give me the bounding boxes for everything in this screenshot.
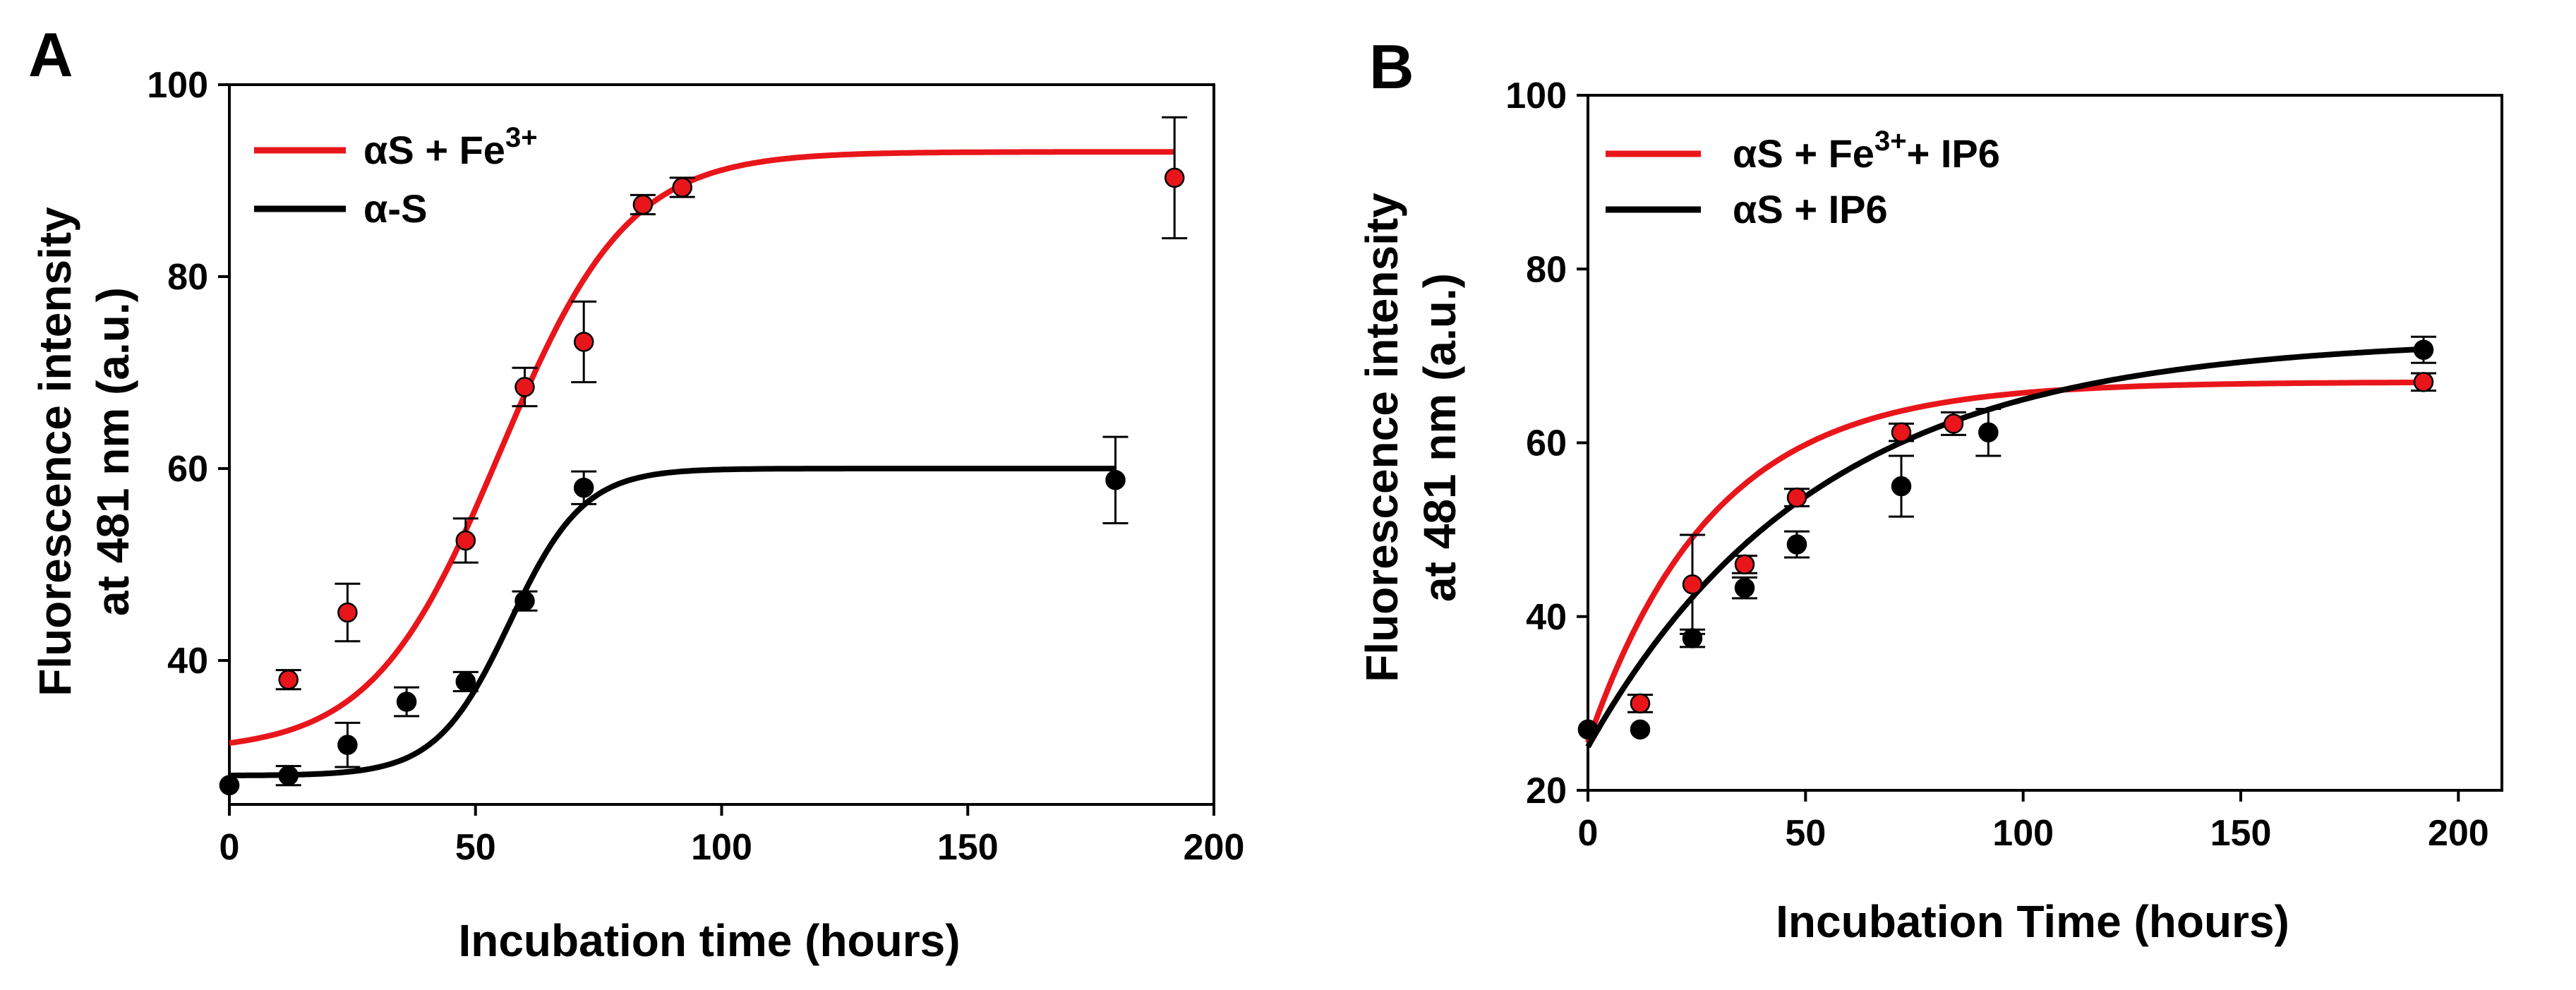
panel-b-letter: B bbox=[1369, 32, 1414, 102]
panel-b-x-tick-label: 200 bbox=[2428, 813, 2489, 854]
panel-b-plot-area: 0 50 100 150 200 20 40 60 80 100 bbox=[1505, 76, 2503, 854]
panel-a-data-point-0-1 bbox=[278, 669, 299, 690]
panel-b-data-point-1-7 bbox=[2413, 339, 2434, 361]
panel-a-data-point-1-3 bbox=[396, 692, 417, 712]
panel-a-y-tick-label: 80 bbox=[167, 257, 208, 298]
panel-a-legend: αS + Fe3+ α-S bbox=[254, 122, 538, 231]
panel-a-data-point-1-1 bbox=[278, 765, 299, 786]
panel-b-data-point-0-1 bbox=[1630, 693, 1651, 714]
panel-a-data-point-0-3 bbox=[455, 530, 476, 551]
panel-b-x-tick-label: 0 bbox=[1578, 813, 1599, 854]
panel-a-x-tick-label: 0 bbox=[219, 827, 240, 868]
panel-a: A 0 50 100 150 200 40 60 80 100 Incubation time … bbox=[28, 20, 1244, 966]
panel-b-data-point-0-5 bbox=[1891, 422, 1912, 442]
panel-a-data-point-1-6 bbox=[573, 477, 594, 498]
panel-a-x-tick-label: 200 bbox=[1184, 827, 1245, 868]
panel-b-data-point-1-2 bbox=[1682, 628, 1703, 648]
panel-b-legend-label-fe-ip6-base: αS + Fe bbox=[1733, 131, 1874, 176]
panel-a-x-tick-label: 50 bbox=[455, 827, 496, 868]
panel-b-fit-curve-0 bbox=[1585, 379, 2424, 744]
panel-a-legend-label-fe-sup: 3+ bbox=[505, 122, 538, 153]
panel-a-legend-label-fe: αS + Fe3+ bbox=[363, 122, 538, 172]
panel-a-data-point-0-8 bbox=[1164, 167, 1185, 188]
panel-b-y-tick-label: 80 bbox=[1526, 249, 1567, 290]
panel-b-data-point-0-3 bbox=[1734, 554, 1755, 575]
panel-a-letter: A bbox=[28, 20, 73, 90]
panel-a-data-point-0-6 bbox=[632, 194, 654, 215]
panel-a-fit-curve-0 bbox=[229, 149, 1175, 746]
panel-b: B 0 50 100 150 200 20 40 60 80 100 Incubation Tim… bbox=[1356, 32, 2503, 947]
panel-b-data-point-0-6 bbox=[1943, 413, 1964, 434]
panel-b-legend-label-fe-ip6-suffix: + IP6 bbox=[1907, 131, 2000, 176]
panel-a-data-point-0-7 bbox=[672, 177, 692, 198]
panel-b-y-tick-label: 100 bbox=[1505, 76, 1567, 116]
panel-b-data-point-1-5 bbox=[1891, 476, 1912, 497]
panel-a-data-point-1-4 bbox=[455, 671, 476, 692]
panel-b-data-point-1-3 bbox=[1734, 577, 1755, 598]
panel-a-legend-label-as: α-S bbox=[363, 186, 427, 231]
panel-a-y-axis-title-line2: at 481 nm (a.u.) bbox=[88, 287, 138, 616]
panel-b-y-tick-label: 40 bbox=[1526, 597, 1567, 638]
panel-b-data-point-1-6 bbox=[1978, 422, 1999, 442]
panel-a-y-tick-label: 40 bbox=[167, 641, 208, 682]
panel-b-legend-label-fe-ip6-sup: 3+ bbox=[1874, 126, 1907, 157]
panel-a-x-axis-title: Incubation time (hours) bbox=[458, 915, 960, 966]
panel-b-legend: αS + Fe3++ IP6 αS + IP6 bbox=[1606, 126, 2000, 231]
panel-b-y-tick-label: 20 bbox=[1526, 771, 1567, 811]
panel-a-y-tick-label: 60 bbox=[167, 449, 208, 490]
panel-b-y-axis-title-line1: Fluorescence intensity bbox=[1356, 193, 1407, 682]
panel-a-data-point-0-4 bbox=[514, 377, 535, 397]
panel-b-x-tick-label: 150 bbox=[2210, 813, 2272, 854]
panel-a-legend-label-fe-base: αS + Fe bbox=[363, 128, 505, 172]
panel-b-data-point-0-4 bbox=[1786, 487, 1807, 508]
panel-a-plot-area: 0 50 100 150 200 40 60 80 100 bbox=[147, 65, 1244, 868]
panel-b-x-tick-label: 50 bbox=[1785, 813, 1826, 854]
panel-a-data-point-1-5 bbox=[514, 591, 535, 611]
panel-a-x-tick-label: 150 bbox=[937, 827, 999, 868]
panel-a-data-point-1-2 bbox=[337, 735, 358, 755]
panel-b-data-point-0-7 bbox=[2413, 372, 2434, 392]
panel-a-data-point-0-2 bbox=[337, 602, 358, 623]
panel-a-data-point-1-0 bbox=[219, 775, 240, 796]
panel-b-data-point-1-4 bbox=[1786, 534, 1807, 555]
panel-b-data-point-0-2 bbox=[1682, 574, 1703, 595]
panel-b-y-tick-label: 60 bbox=[1526, 423, 1567, 464]
panel-b-x-axis-title: Incubation Time (hours) bbox=[1776, 896, 2289, 947]
panel-b-legend-label-ip6: αS + IP6 bbox=[1733, 187, 1888, 231]
panel-b-plot-frame bbox=[1587, 94, 2503, 792]
panel-b-data-point-1-1 bbox=[1630, 719, 1651, 740]
panel-a-x-tick-label: 100 bbox=[691, 827, 752, 868]
panel-a-data-point-0-5 bbox=[573, 332, 594, 352]
panel-b-data-point-1-0 bbox=[1577, 719, 1599, 740]
panel-b-fit-curve-1 bbox=[1585, 346, 2424, 749]
panel-a-y-axis-title-line1: Fluorescence intensity bbox=[30, 207, 80, 696]
panel-b-y-axis-title-line2: at 481 nm (a.u.) bbox=[1414, 273, 1465, 602]
panel-b-legend-label-fe-ip6: αS + Fe3++ IP6 bbox=[1733, 126, 2000, 176]
panel-a-data-point-1-7 bbox=[1105, 470, 1126, 490]
panel-a-y-tick-label: 100 bbox=[147, 65, 208, 106]
panel-a-fit-curve-1 bbox=[229, 466, 1116, 778]
panel-b-x-tick-label: 100 bbox=[1992, 813, 2054, 854]
